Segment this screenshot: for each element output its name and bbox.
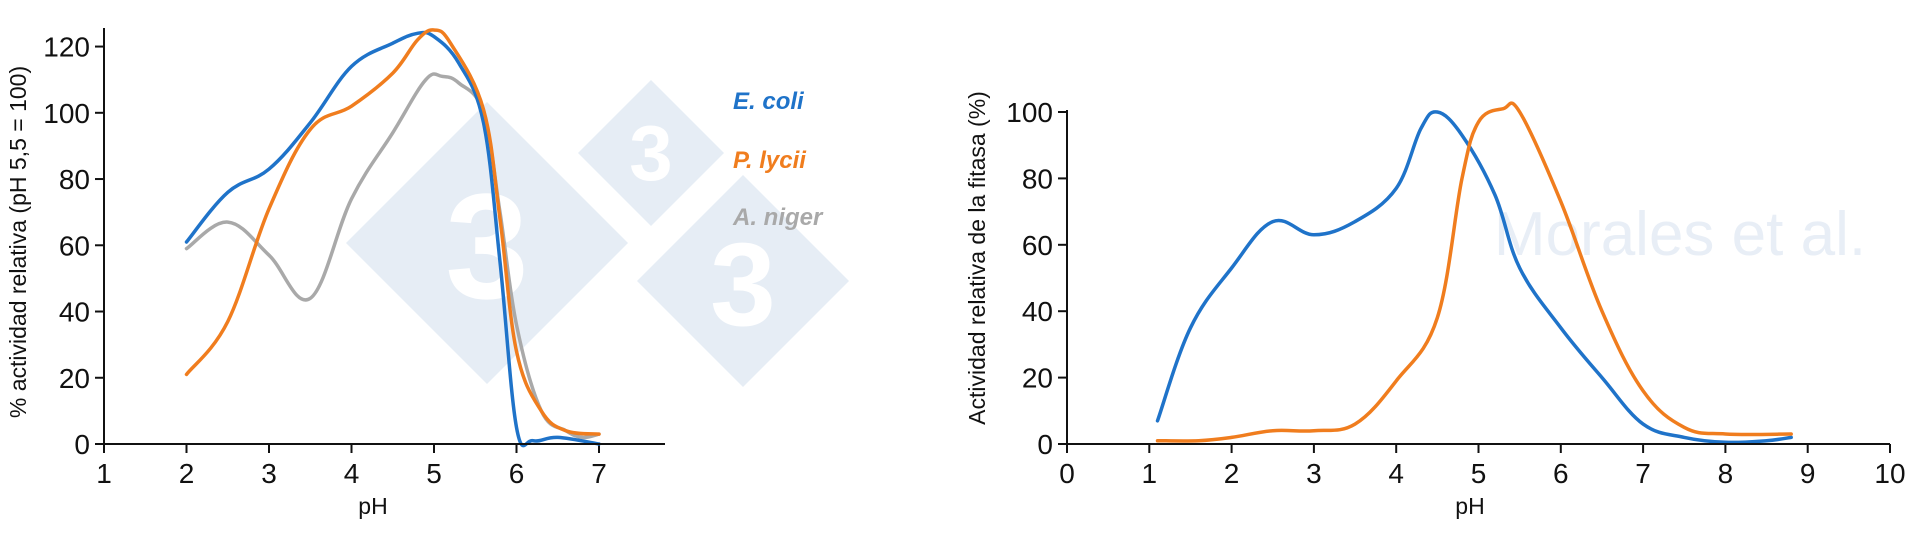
x-tick-label: 6 xyxy=(1553,458,1569,489)
chart-left-ylabel: % actividad relativa (pH 5,5 = 100) xyxy=(5,66,31,418)
legend-plycii: P. lycii xyxy=(733,147,807,174)
chart-left-axes xyxy=(103,28,665,445)
watermark-digit-large: 3 xyxy=(445,162,528,330)
x-tick-label: 7 xyxy=(591,458,607,489)
watermark-digit-right: 3 xyxy=(710,219,776,351)
chart-left-ticks: 1 2 3 4 5 6 7 0 20 40 60 80 100 120 xyxy=(43,32,607,489)
x-tick-label: 4 xyxy=(344,458,360,489)
series-line-plycii xyxy=(184,28,601,436)
watermark-diamond-small: 3 xyxy=(578,80,724,226)
y-tick-label: 80 xyxy=(1022,163,1053,194)
legend-ecoli: E. coli xyxy=(733,88,805,115)
chart-left-series xyxy=(184,28,601,448)
y-tick-label: 20 xyxy=(59,363,90,394)
watermark-diamond-large: 3 xyxy=(346,102,628,384)
x-tick-label: 0 xyxy=(1059,458,1075,489)
x-tick-label: 7 xyxy=(1635,458,1651,489)
chart-left-xlabel: pH xyxy=(358,493,387,519)
x-tick-label: 1 xyxy=(1142,458,1158,489)
chart-right-ylabel: Actividad relativa de la fitasa (%) xyxy=(964,91,990,425)
x-tick-label: 3 xyxy=(1306,458,1322,489)
y-tick-label: 100 xyxy=(43,98,90,129)
x-tick-label: 9 xyxy=(1800,458,1816,489)
watermark-diamond-right: 3 xyxy=(637,175,849,387)
y-tick-label: 40 xyxy=(59,297,90,328)
x-tick-label: 1 xyxy=(96,458,112,489)
x-tick-label: 3 xyxy=(261,458,277,489)
x-tick-label: 8 xyxy=(1718,458,1734,489)
chart-right-axes xyxy=(1066,110,1890,445)
x-tick-label: 4 xyxy=(1388,458,1404,489)
watermark-logo: 3 3 3 xyxy=(346,80,849,387)
series-line-plycii xyxy=(1155,101,1793,443)
watermark-digit-small: 3 xyxy=(629,109,672,197)
chart-left: 1 2 3 4 5 6 7 0 20 40 60 80 100 120 pH % actividad re… xyxy=(5,28,824,519)
chart-left-legend: E. coli P. lycii A. niger xyxy=(732,88,824,231)
x-tick-label: 5 xyxy=(426,458,442,489)
y-tick-label: 60 xyxy=(59,230,90,261)
watermark-text: Morales et al. xyxy=(1494,200,1866,269)
x-tick-label: 2 xyxy=(179,458,195,489)
y-tick-label: 40 xyxy=(1022,296,1053,327)
series-line-ecoli xyxy=(1155,110,1793,445)
x-tick-label: 5 xyxy=(1471,458,1487,489)
chart-right-xlabel: pH xyxy=(1455,493,1484,519)
x-tick-label: 6 xyxy=(509,458,525,489)
chart-right-series xyxy=(1155,101,1793,445)
y-tick-label: 100 xyxy=(1006,97,1053,128)
x-tick-label: 10 xyxy=(1874,458,1905,489)
y-tick-label: 60 xyxy=(1022,230,1053,261)
y-tick-label: 0 xyxy=(74,429,90,460)
x-tick-label: 2 xyxy=(1224,458,1240,489)
series-line-ecoli xyxy=(184,30,601,448)
y-tick-label: 0 xyxy=(1037,429,1053,460)
y-tick-label: 120 xyxy=(43,32,90,63)
y-tick-label: 80 xyxy=(59,164,90,195)
legend-aniger: A. niger xyxy=(732,204,824,231)
y-tick-label: 20 xyxy=(1022,363,1053,394)
